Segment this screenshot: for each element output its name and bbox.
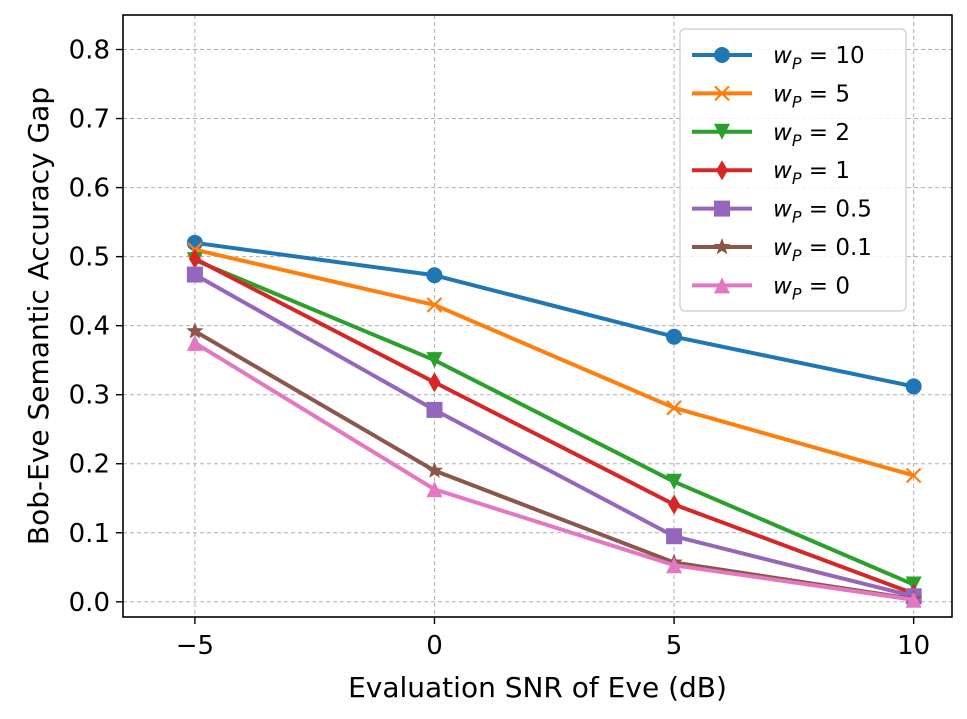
- series-line: [192, 340, 916, 602]
- x-tick-label: 5: [666, 631, 683, 661]
- data-point: [186, 334, 203, 351]
- data-point: [425, 461, 444, 478]
- legend-label: wP = 0: [773, 273, 850, 303]
- y-tick-label: 0.7: [69, 105, 110, 135]
- y-tick-label: 0.5: [69, 243, 110, 273]
- legend-marker: [714, 277, 730, 294]
- legend-label: wP = 0.5: [773, 197, 872, 227]
- legend-marker: [714, 123, 730, 140]
- series-6: [186, 334, 922, 608]
- data-point: [666, 473, 683, 490]
- y-tick-label: 0.0: [69, 588, 110, 618]
- y-tick-label: 0.2: [69, 450, 110, 480]
- series-line: [192, 258, 916, 587]
- series-line: [192, 272, 916, 599]
- legend-entry: wP = 0.1: [692, 235, 872, 265]
- data-point: [905, 378, 922, 395]
- data-point: [666, 400, 682, 416]
- legend-box: [679, 28, 907, 312]
- data-point: [426, 401, 443, 418]
- data-point: [186, 266, 203, 283]
- series-line: [192, 247, 916, 478]
- series-line: [192, 240, 916, 389]
- y-tick-label: 0.1: [69, 519, 110, 549]
- data-point: [426, 352, 443, 369]
- data-point: [426, 267, 443, 284]
- series-layer: [186, 234, 923, 608]
- data-point: [666, 328, 683, 345]
- y-tick-label: 0.3: [69, 381, 110, 411]
- legend-entry: wP = 0: [692, 273, 850, 303]
- data-point: [426, 297, 443, 313]
- data-point: [428, 372, 441, 393]
- axes-frame: [122, 14, 953, 618]
- data-point: [426, 481, 443, 498]
- y-tick-label: 0.8: [69, 36, 110, 66]
- legend-marker: [713, 238, 731, 255]
- data-point: [668, 494, 681, 515]
- data-point: [905, 591, 922, 608]
- x-axis-label: Evaluation SNR of Eve (dB): [348, 671, 727, 704]
- data-point: [666, 528, 683, 545]
- legend-label: wP = 10: [773, 43, 865, 73]
- legend-entry: wP = 0.5: [692, 197, 872, 227]
- legend-label: wP = 2: [773, 120, 850, 150]
- data-point: [186, 322, 204, 339]
- data-point: [188, 248, 201, 269]
- series-line: [192, 256, 916, 596]
- x-tick-label: 10: [897, 631, 930, 661]
- legend-entry: wP = 2: [692, 120, 850, 150]
- legend-label: wP = 5: [773, 81, 850, 111]
- x-tick-label: 0: [426, 631, 443, 661]
- axis-ticks: −5 0 5 10 0.0 0.1 0.2 0.3 0.4 0.5 0.6 0.7 0.8: [69, 36, 931, 661]
- legend-entry: wP = 5: [692, 81, 850, 111]
- legend-marker: [714, 200, 730, 217]
- legend-label: wP = 0.1: [773, 235, 872, 265]
- legend-label: wP = 1: [773, 158, 850, 188]
- legend-marker: [716, 160, 728, 181]
- legend-entry: wP = 1: [692, 158, 850, 188]
- data-point: [666, 557, 683, 574]
- legend: wP = 10 wP = 5 wP = 2 wP = 1 wP = 0.5 wP = 0.…: [679, 28, 907, 312]
- legend-marker: [714, 85, 730, 102]
- data-point: [905, 467, 922, 484]
- y-tick-label: 0.6: [69, 174, 110, 204]
- y-tick-label: 0.4: [69, 312, 110, 342]
- x-tick-label: −5: [176, 631, 214, 661]
- legend-marker: [714, 47, 730, 63]
- legend-entry: wP = 10: [692, 43, 865, 73]
- y-axis-label: Bob-Eve Semantic Accuracy Gap: [22, 87, 55, 545]
